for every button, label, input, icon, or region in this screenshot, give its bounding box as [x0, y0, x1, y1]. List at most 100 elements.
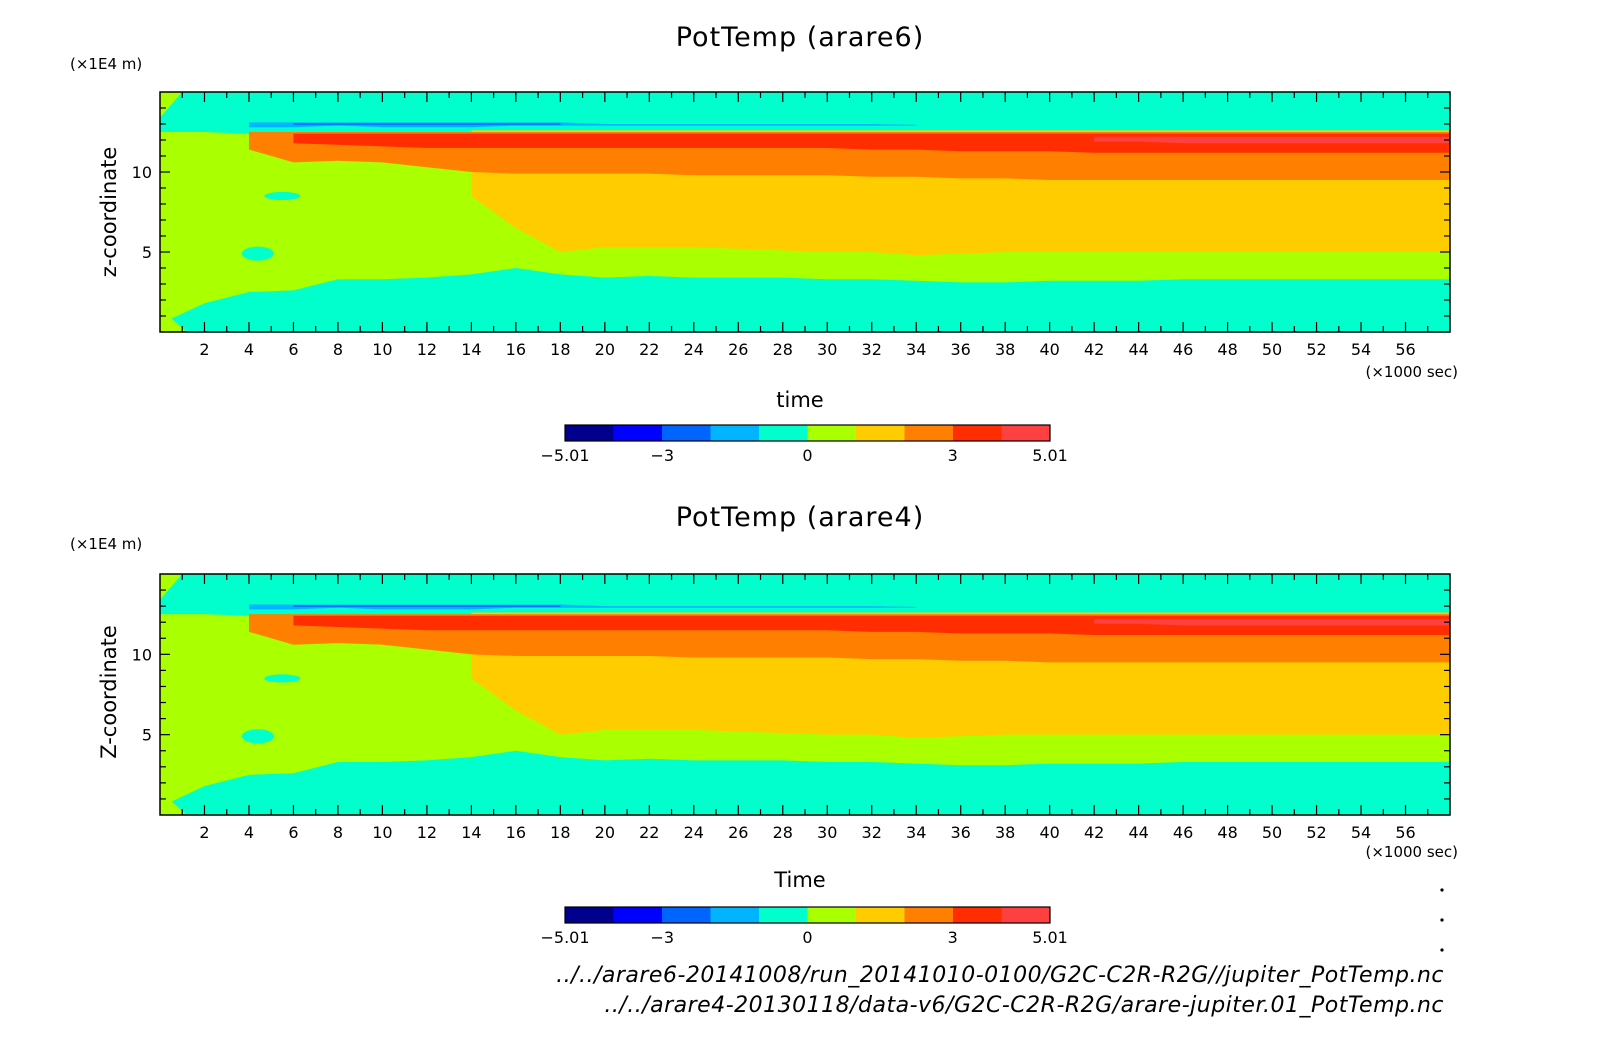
x-tick-label: 8 — [333, 340, 343, 359]
colorbar-swatch — [662, 907, 711, 923]
y-unit-label: (×1E4 m) — [70, 55, 142, 73]
x-tick-label: 38 — [995, 823, 1015, 842]
x-tick-label: 30 — [817, 340, 837, 359]
contour-plot: 2 4 6 8 10 12 14 16 18 20 22 24 26 28 30 32 34 36 38 40 42 44… — [132, 91, 1451, 359]
colorbar-tick-label: −3 — [650, 928, 674, 947]
x-tick-label: 24 — [684, 823, 704, 842]
x-tick-label: 50 — [1262, 340, 1282, 359]
x-tick-label: 44 — [1128, 340, 1148, 359]
colorbar-swatch — [613, 907, 663, 923]
colorbar: −5.01 −3 0 3 5.01 — [540, 424, 1068, 465]
contour-band — [264, 674, 301, 683]
contour-band — [160, 308, 187, 332]
x-tick-label: 2 — [199, 340, 209, 359]
colorbar-swatch — [613, 425, 663, 441]
colorbar-swatch — [565, 425, 614, 441]
colorbar-swatch — [904, 425, 954, 441]
x-tick-label: 38 — [995, 340, 1015, 359]
x-tick-label: 56 — [1395, 340, 1415, 359]
x-tick-label: 10 — [372, 340, 392, 359]
colorbar-tick-label: −5.01 — [540, 446, 589, 465]
contour-band — [241, 729, 274, 744]
x-tick-label: 26 — [728, 340, 748, 359]
x-tick-label: 12 — [417, 340, 437, 359]
colorbar-swatch — [565, 907, 614, 923]
colorbar-tick-label: 5.01 — [1032, 446, 1068, 465]
contour-band — [1094, 618, 1450, 626]
x-tick-label: 52 — [1306, 340, 1326, 359]
x-tick-label: 56 — [1395, 823, 1415, 842]
x-tick-label: 36 — [951, 340, 971, 359]
x-axis-label: Time — [773, 868, 825, 892]
x-tick-label: 28 — [773, 340, 793, 359]
y-axis-label: z-coordinate — [97, 147, 121, 278]
colorbar-swatch — [710, 907, 760, 923]
x-tick-label: 50 — [1262, 823, 1282, 842]
x-tick-label: 8 — [333, 823, 343, 842]
x-tick-label: 6 — [288, 340, 298, 359]
contour-band — [293, 123, 561, 125]
colorbar-swatch — [1001, 907, 1051, 923]
contour-band — [293, 605, 561, 607]
colorbar: −5.01 −3 0 3 5.01 — [540, 906, 1068, 947]
x-tick-label: 22 — [639, 823, 659, 842]
x-tick-label: 4 — [244, 823, 254, 842]
contour-plot: 2 4 6 8 10 12 14 16 18 20 22 24 26 28 30 32 34 36 38 40 42 44… — [132, 573, 1451, 842]
marker-dot — [1440, 888, 1444, 892]
x-unit-label: (×1000 sec) — [1365, 843, 1458, 861]
file-path-arare6: ../../arare6-20141008/run_20141010-0100/… — [556, 963, 1444, 988]
x-tick-label: 42 — [1084, 340, 1104, 359]
x-tick-label: 14 — [461, 340, 481, 359]
colorbar-swatch — [953, 425, 1002, 441]
contour-band — [160, 574, 183, 600]
chart-panel-arare6: PotTemp (arare6) (×1E4 m) 2 4 6 8 10 12 14 16 18… — [70, 22, 1458, 465]
colorbar-tick-label: 0 — [802, 446, 812, 465]
x-tick-label: 54 — [1351, 823, 1371, 842]
colorbar-swatch — [904, 907, 954, 923]
x-tick-label: 48 — [1217, 340, 1237, 359]
colorbar-tick-label: −3 — [650, 446, 674, 465]
x-tick-label: 2 — [199, 823, 209, 842]
x-tick-label: 10 — [372, 823, 392, 842]
contour-field — [160, 574, 1450, 815]
colorbar-swatch — [807, 907, 857, 923]
colorbar-swatch — [710, 425, 760, 441]
x-tick-label: 20 — [595, 823, 615, 842]
x-tick-label: 24 — [684, 340, 704, 359]
file-path-arare4: ../../arare4-20130118/data-v6/G2C-C2R-R2… — [604, 993, 1444, 1018]
colorbar-tick-label: 0 — [802, 928, 812, 947]
x-tick-label: 32 — [862, 340, 882, 359]
x-tick-label: 34 — [906, 340, 926, 359]
x-tick-label: 40 — [1039, 823, 1059, 842]
x-tick-label: 42 — [1084, 823, 1104, 842]
colorbar-swatch — [662, 425, 711, 441]
y-axis-label: Z-coordinate — [97, 625, 121, 759]
marker-dot — [1440, 948, 1444, 952]
x-tick-label: 52 — [1306, 823, 1326, 842]
chart-panel-arare4: PotTemp (arare4) (×1E4 m) 2 4 6 8 10 12 14 16 18… — [70, 502, 1458, 947]
x-tick-label: 32 — [862, 823, 882, 842]
contour-band — [160, 790, 187, 815]
x-tick-label: 30 — [817, 823, 837, 842]
colorbar-swatch — [807, 425, 857, 441]
x-tick-label: 54 — [1351, 340, 1371, 359]
colorbar-swatch — [759, 425, 808, 441]
colorbar-frame — [564, 424, 1051, 442]
x-tick-label: 4 — [244, 340, 254, 359]
x-tick-label: 26 — [728, 823, 748, 842]
chart-title: PotTemp (arare6) — [676, 22, 925, 53]
contour-band — [1094, 136, 1450, 144]
colorbar-tick-label: 3 — [948, 928, 958, 947]
colorbar-frame — [564, 906, 1051, 924]
chart-title: PotTemp (arare4) — [676, 502, 925, 533]
colorbar-swatch — [856, 907, 905, 923]
x-tick-label: 6 — [288, 823, 298, 842]
colorbar-tick-label: 3 — [948, 446, 958, 465]
contour-band — [160, 92, 183, 118]
colorbar-tick-label: 5.01 — [1032, 928, 1068, 947]
x-tick-label: 46 — [1173, 823, 1193, 842]
y-tick-label: 5 — [142, 243, 152, 262]
y-tick-label: 5 — [142, 726, 152, 745]
marker-dot — [1440, 918, 1444, 922]
